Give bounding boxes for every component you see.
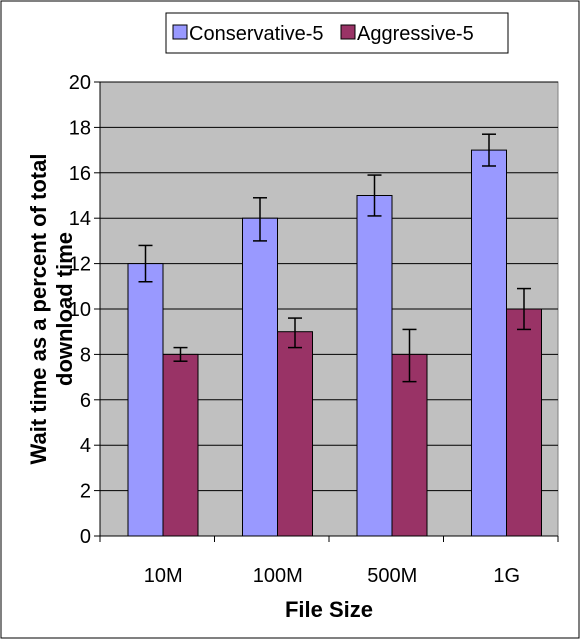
x-tick-labels: 10M 100M 500M 1G [144,565,520,587]
y-tick-label: 6 [80,390,91,412]
legend: Conservative-5 Aggressive-5 [165,12,509,54]
y-tick-label: 14 [69,208,91,230]
x-axis-title: File Size [285,597,373,622]
y-tick-label: 0 [80,526,91,548]
y-tick-label: 10 [69,299,91,321]
legend-label-aggressive: Aggressive-5 [357,23,474,45]
x-tick-label: 10M [144,565,183,587]
y-tick-label: 20 [69,72,91,94]
y-tick-label: 8 [80,344,91,366]
bar-aggressive [277,331,313,537]
y-tick-label: 4 [80,435,91,457]
y-tick-label: 2 [80,481,91,503]
error-bars [138,133,531,383]
y-tick-label: 16 [69,163,91,185]
legend-swatch-aggressive [340,24,356,40]
bar-conservative [356,195,393,537]
legend-label-conservative: Conservative-5 [189,23,324,45]
axes [94,81,559,542]
x-tick-label: 100M [253,565,303,587]
legend-swatch-conservative [172,24,188,40]
y-tick-label: 12 [69,254,91,276]
x-tick-label: 500M [367,565,417,587]
bar-conservative [471,149,507,537]
bars [127,149,542,537]
bar-aggressive [506,308,542,537]
bar-conservative [242,217,278,537]
y-tick-labels: 0 2 4 6 8 10 12 14 16 18 20 [69,72,91,548]
y-axis-title-line-2: download time [52,232,77,386]
bar-aggressive [162,353,199,537]
x-tick-label: 1G [493,565,520,587]
bar-aggressive [391,353,428,537]
y-axis-title-line-1: Wait time as a percent of total [26,154,51,465]
y-axis-title: Wait time as a percent of total download… [26,154,77,465]
bar-conservative [127,263,164,537]
y-tick-label: 18 [69,117,91,139]
legend-box [165,12,509,54]
